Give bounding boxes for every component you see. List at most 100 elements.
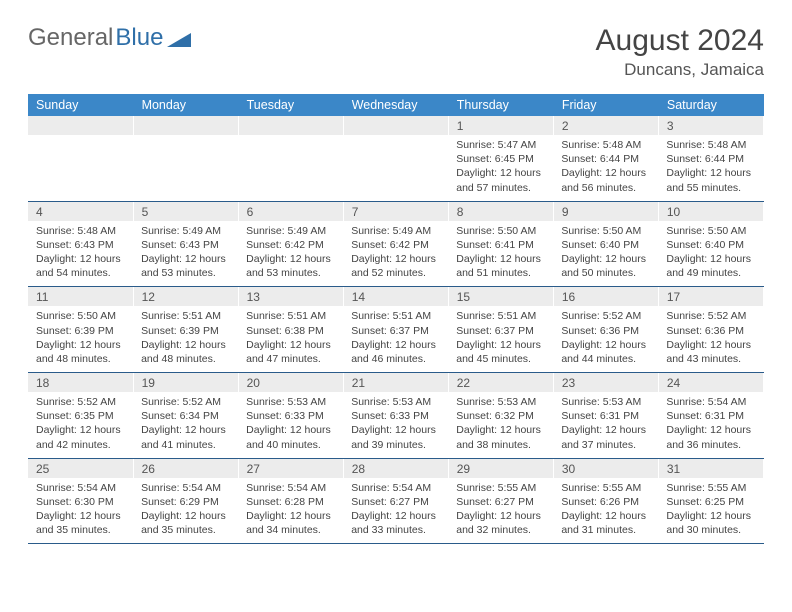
sunrise-line: Sunrise: 5:55 AM bbox=[456, 481, 545, 495]
daylight-line: Daylight: 12 hours and 52 minutes. bbox=[351, 252, 440, 280]
sunset-line: Sunset: 6:40 PM bbox=[561, 238, 650, 252]
sunset-line: Sunset: 6:36 PM bbox=[666, 324, 755, 338]
sunrise-line: Sunrise: 5:53 AM bbox=[246, 395, 335, 409]
day-detail-cell: Sunrise: 5:54 AMSunset: 6:31 PMDaylight:… bbox=[658, 392, 763, 458]
sunrise-line: Sunrise: 5:52 AM bbox=[141, 395, 230, 409]
sunrise-line: Sunrise: 5:52 AM bbox=[561, 309, 650, 323]
title-block: August 2024 Duncans, Jamaica bbox=[596, 24, 764, 80]
sunset-line: Sunset: 6:36 PM bbox=[561, 324, 650, 338]
day-number-cell: 24 bbox=[658, 373, 763, 392]
day-number-cell: 1 bbox=[448, 116, 553, 135]
logo-icon bbox=[167, 29, 191, 47]
day-detail-cell: Sunrise: 5:53 AMSunset: 6:33 PMDaylight:… bbox=[343, 392, 448, 458]
day-detail-cell: Sunrise: 5:52 AMSunset: 6:35 PMDaylight:… bbox=[28, 392, 133, 458]
sunset-line: Sunset: 6:39 PM bbox=[141, 324, 230, 338]
sunrise-line: Sunrise: 5:50 AM bbox=[36, 309, 125, 323]
daylight-line: Daylight: 12 hours and 42 minutes. bbox=[36, 423, 125, 451]
sunrise-line: Sunrise: 5:50 AM bbox=[666, 224, 755, 238]
month-title: August 2024 bbox=[596, 24, 764, 58]
daylight-line: Daylight: 12 hours and 40 minutes. bbox=[246, 423, 335, 451]
sunrise-line: Sunrise: 5:49 AM bbox=[141, 224, 230, 238]
sunset-line: Sunset: 6:37 PM bbox=[456, 324, 545, 338]
day-detail-cell: Sunrise: 5:48 AMSunset: 6:44 PMDaylight:… bbox=[658, 135, 763, 201]
day-number-row: 11121314151617 bbox=[28, 287, 764, 306]
sunrise-line: Sunrise: 5:47 AM bbox=[456, 138, 545, 152]
day-number-cell: 6 bbox=[238, 202, 343, 221]
daylight-line: Daylight: 12 hours and 33 minutes. bbox=[351, 509, 440, 537]
sunset-line: Sunset: 6:43 PM bbox=[141, 238, 230, 252]
day-header: Thursday bbox=[448, 94, 553, 116]
day-detail-cell: Sunrise: 5:55 AMSunset: 6:25 PMDaylight:… bbox=[658, 478, 763, 544]
sunrise-line: Sunrise: 5:49 AM bbox=[351, 224, 440, 238]
day-number-cell: 29 bbox=[448, 459, 553, 478]
day-detail-cell: Sunrise: 5:53 AMSunset: 6:32 PMDaylight:… bbox=[448, 392, 553, 458]
sunset-line: Sunset: 6:43 PM bbox=[36, 238, 125, 252]
sunset-line: Sunset: 6:31 PM bbox=[666, 409, 755, 423]
day-number-cell: 10 bbox=[658, 202, 763, 221]
sunset-line: Sunset: 6:39 PM bbox=[36, 324, 125, 338]
daylight-line: Daylight: 12 hours and 53 minutes. bbox=[141, 252, 230, 280]
day-detail-cell bbox=[343, 135, 448, 201]
sunset-line: Sunset: 6:28 PM bbox=[246, 495, 335, 509]
week-separator bbox=[28, 544, 764, 545]
day-detail-cell: Sunrise: 5:49 AMSunset: 6:42 PMDaylight:… bbox=[343, 221, 448, 287]
day-detail-cell: Sunrise: 5:52 AMSunset: 6:36 PMDaylight:… bbox=[658, 306, 763, 372]
day-detail-cell: Sunrise: 5:55 AMSunset: 6:27 PMDaylight:… bbox=[448, 478, 553, 544]
day-number-cell: 5 bbox=[133, 202, 238, 221]
day-number-row: 123 bbox=[28, 116, 764, 135]
calendar-page: GeneralBlue August 2024 Duncans, Jamaica… bbox=[0, 0, 792, 554]
day-detail-cell bbox=[238, 135, 343, 201]
sunrise-line: Sunrise: 5:48 AM bbox=[36, 224, 125, 238]
day-number-cell: 11 bbox=[28, 287, 133, 306]
day-header: Friday bbox=[553, 94, 658, 116]
day-detail-cell: Sunrise: 5:51 AMSunset: 6:37 PMDaylight:… bbox=[343, 306, 448, 372]
day-number-row: 25262728293031 bbox=[28, 459, 764, 478]
day-header: Saturday bbox=[658, 94, 763, 116]
sunrise-line: Sunrise: 5:54 AM bbox=[351, 481, 440, 495]
daylight-line: Daylight: 12 hours and 49 minutes. bbox=[666, 252, 755, 280]
sunset-line: Sunset: 6:40 PM bbox=[666, 238, 755, 252]
sunset-line: Sunset: 6:30 PM bbox=[36, 495, 125, 509]
day-number-cell: 18 bbox=[28, 373, 133, 392]
day-number-cell: 26 bbox=[133, 459, 238, 478]
day-detail-row: Sunrise: 5:52 AMSunset: 6:35 PMDaylight:… bbox=[28, 392, 764, 458]
day-detail-cell: Sunrise: 5:47 AMSunset: 6:45 PMDaylight:… bbox=[448, 135, 553, 201]
sunrise-line: Sunrise: 5:51 AM bbox=[456, 309, 545, 323]
logo-text-1: General bbox=[28, 24, 113, 52]
day-number-cell: 2 bbox=[553, 116, 658, 135]
sunrise-line: Sunrise: 5:53 AM bbox=[456, 395, 545, 409]
daylight-line: Daylight: 12 hours and 39 minutes. bbox=[351, 423, 440, 451]
day-detail-cell: Sunrise: 5:50 AMSunset: 6:39 PMDaylight:… bbox=[28, 306, 133, 372]
daylight-line: Daylight: 12 hours and 54 minutes. bbox=[36, 252, 125, 280]
day-detail-row: Sunrise: 5:47 AMSunset: 6:45 PMDaylight:… bbox=[28, 135, 764, 201]
sunrise-line: Sunrise: 5:53 AM bbox=[351, 395, 440, 409]
day-number-cell: 4 bbox=[28, 202, 133, 221]
daylight-line: Daylight: 12 hours and 47 minutes. bbox=[246, 338, 335, 366]
day-detail-row: Sunrise: 5:54 AMSunset: 6:30 PMDaylight:… bbox=[28, 478, 764, 544]
daylight-line: Daylight: 12 hours and 34 minutes. bbox=[246, 509, 335, 537]
sunset-line: Sunset: 6:27 PM bbox=[456, 495, 545, 509]
day-detail-cell: Sunrise: 5:51 AMSunset: 6:37 PMDaylight:… bbox=[448, 306, 553, 372]
day-detail-cell: Sunrise: 5:54 AMSunset: 6:27 PMDaylight:… bbox=[343, 478, 448, 544]
day-number-cell: 22 bbox=[448, 373, 553, 392]
sunrise-line: Sunrise: 5:52 AM bbox=[36, 395, 125, 409]
day-detail-cell: Sunrise: 5:49 AMSunset: 6:43 PMDaylight:… bbox=[133, 221, 238, 287]
daylight-line: Daylight: 12 hours and 50 minutes. bbox=[561, 252, 650, 280]
daylight-line: Daylight: 12 hours and 35 minutes. bbox=[36, 509, 125, 537]
sunrise-line: Sunrise: 5:51 AM bbox=[141, 309, 230, 323]
day-number-cell: 27 bbox=[238, 459, 343, 478]
sunrise-line: Sunrise: 5:50 AM bbox=[456, 224, 545, 238]
sunrise-line: Sunrise: 5:54 AM bbox=[36, 481, 125, 495]
day-detail-cell: Sunrise: 5:49 AMSunset: 6:42 PMDaylight:… bbox=[238, 221, 343, 287]
sunset-line: Sunset: 6:32 PM bbox=[456, 409, 545, 423]
sunset-line: Sunset: 6:44 PM bbox=[561, 152, 650, 166]
sunset-line: Sunset: 6:37 PM bbox=[351, 324, 440, 338]
day-detail-row: Sunrise: 5:50 AMSunset: 6:39 PMDaylight:… bbox=[28, 306, 764, 372]
day-detail-cell: Sunrise: 5:52 AMSunset: 6:34 PMDaylight:… bbox=[133, 392, 238, 458]
sunset-line: Sunset: 6:31 PM bbox=[561, 409, 650, 423]
day-number-row: 45678910 bbox=[28, 202, 764, 221]
logo-text-2: Blue bbox=[115, 24, 163, 52]
day-number-cell bbox=[238, 116, 343, 135]
day-detail-cell: Sunrise: 5:53 AMSunset: 6:33 PMDaylight:… bbox=[238, 392, 343, 458]
day-number-row: 18192021222324 bbox=[28, 373, 764, 392]
